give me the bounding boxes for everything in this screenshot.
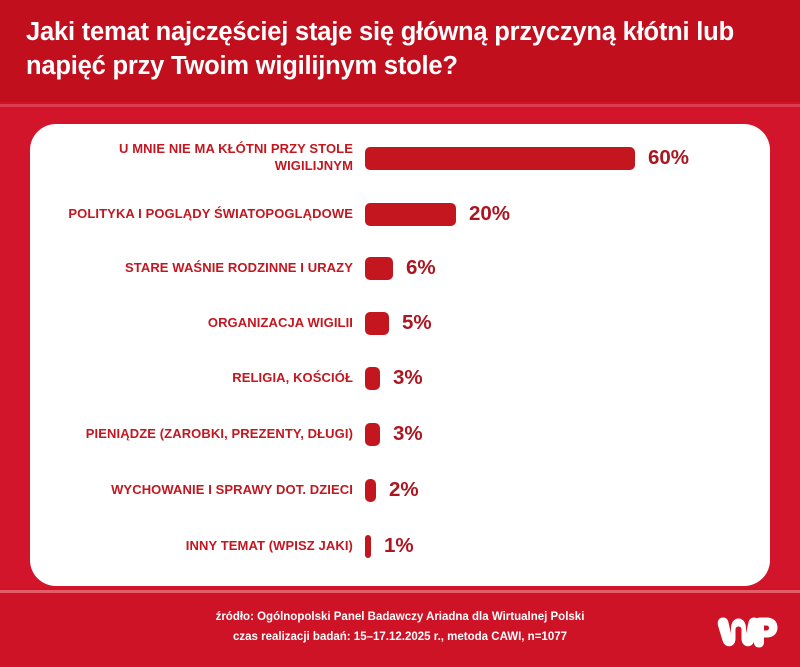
chart-row: WYCHOWANIE I SPRAWY DOT. DZIECI 2% <box>30 468 770 512</box>
chart-row: PIENIĄDZE (ZAROBKI, PREZENTY, DŁUGI) 3% <box>30 412 770 456</box>
bar-zone: 20% <box>365 192 510 236</box>
header-banner: Jaki temat najczęściej staje się główną … <box>0 0 800 102</box>
bar-value-label: 20% <box>469 202 511 225</box>
bar-zone: 2% <box>365 468 419 512</box>
bar-value-label: 6% <box>406 256 436 279</box>
chart-row: STARE WAŚNIE RODZINNE I URAZY 6% <box>30 246 770 290</box>
chart-row: ORGANIZACJA WIGILII 5% <box>30 301 770 345</box>
bar-value-label: 60% <box>648 146 690 169</box>
bar-zone: 5% <box>365 301 432 345</box>
category-label: ORGANIZACJA WIGILII <box>207 314 353 330</box>
bar <box>365 422 380 446</box>
bar-value-label: 1% <box>384 534 414 557</box>
bar-chart: U MNIE NIE MA KŁÓTNI PRZY STOLE WIGILIJN… <box>30 124 770 586</box>
wp-logo <box>716 609 778 649</box>
category-label: POLITYKA I POGLĄDY ŚWIATOPOGLĄDOWE <box>68 205 353 221</box>
method-line: czas realizacji badań: 15–17.12.2025 r.,… <box>233 631 567 644</box>
bar <box>365 202 456 226</box>
category-label: U MNIE NIE MA KŁÓTNI PRZY STOLE WIGILIJN… <box>119 141 353 173</box>
bar-value-label: 5% <box>402 311 432 334</box>
bar-value-label: 2% <box>389 478 419 501</box>
chart-row: RELIGIA, KOŚCIÓŁ 3% <box>30 356 770 400</box>
chart-row: U MNIE NIE MA KŁÓTNI PRZY STOLE WIGILIJN… <box>30 136 770 180</box>
bar-zone: 6% <box>365 246 436 290</box>
category-label: WYCHOWANIE I SPRAWY DOT. DZIECI <box>111 481 353 497</box>
category-label: RELIGIA, KOŚCIÓŁ <box>232 369 353 385</box>
bar-zone: 3% <box>365 356 423 400</box>
footer-credits: źródło: Ogólnopolski Panel Badawczy Aria… <box>0 607 800 647</box>
bar-value-label: 3% <box>393 422 423 445</box>
page-title: Jaki temat najczęściej staje się główną … <box>26 18 734 80</box>
category-label: PIENIĄDZE (ZAROBKI, PREZENTY, DŁUGI) <box>85 425 353 441</box>
bar <box>365 256 393 280</box>
header-divider <box>0 104 800 107</box>
bar <box>365 366 380 390</box>
bar-value-label: 3% <box>393 366 423 389</box>
source-line: źródło: Ogólnopolski Panel Badawczy Aria… <box>215 611 585 623</box>
chart-row: INNY TEMAT (WPISZ JAKI) 1% <box>30 524 770 568</box>
footer-bar: źródło: Ogólnopolski Panel Badawczy Aria… <box>0 593 800 667</box>
bar <box>365 311 389 335</box>
chart-card: U MNIE NIE MA KŁÓTNI PRZY STOLE WIGILIJN… <box>30 124 770 586</box>
bar-zone: 60% <box>365 136 689 180</box>
bar <box>365 478 376 502</box>
bar <box>365 146 635 170</box>
bar-zone: 1% <box>365 524 414 568</box>
bar-zone: 3% <box>365 412 423 456</box>
category-label: STARE WAŚNIE RODZINNE I URAZY <box>124 259 353 275</box>
chart-row: POLITYKA I POGLĄDY ŚWIATOPOGLĄDOWE 20% <box>30 192 770 236</box>
footer-divider <box>0 590 800 593</box>
bar <box>365 534 371 558</box>
category-label: INNY TEMAT (WPISZ JAKI) <box>185 537 353 553</box>
